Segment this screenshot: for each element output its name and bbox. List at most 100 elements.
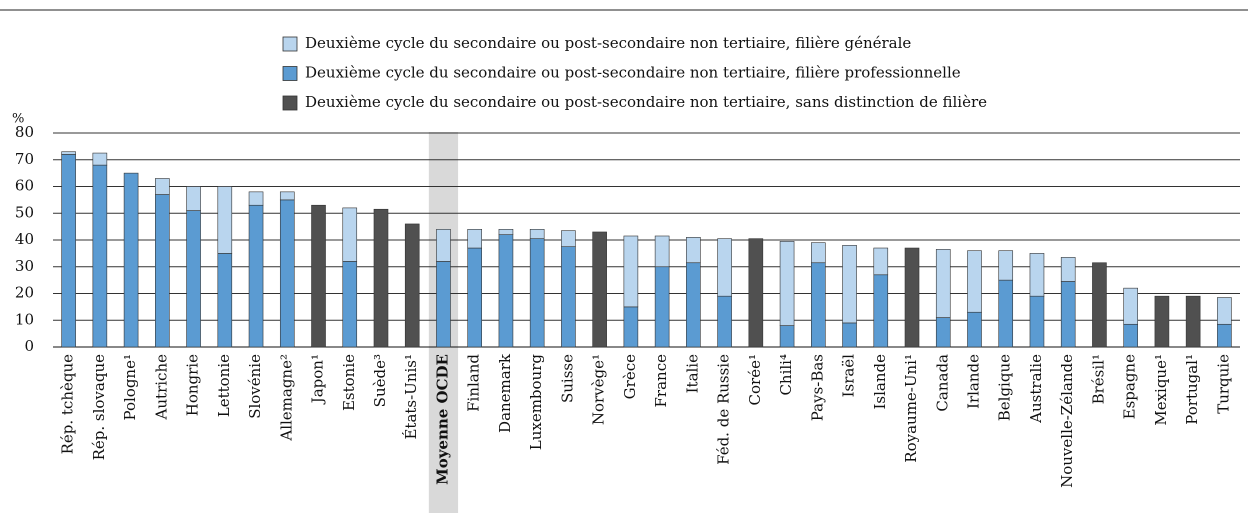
bar-segment bbox=[436, 229, 451, 262]
bar-segment bbox=[811, 262, 826, 348]
bar-segment bbox=[904, 247, 920, 348]
x-tick-label: Portugal¹ bbox=[1183, 354, 1201, 425]
x-tick-label: Suisse bbox=[558, 354, 576, 403]
bar-segment bbox=[561, 230, 576, 247]
bar-segment bbox=[217, 253, 233, 348]
bar-segment bbox=[248, 204, 264, 348]
bar-segment bbox=[404, 223, 420, 348]
x-tick-label: Rép. slovaque bbox=[90, 354, 108, 461]
x-tick-label: Luxembourg bbox=[527, 354, 545, 451]
bar-segment bbox=[342, 207, 358, 262]
x-tick-label: Islande bbox=[871, 354, 889, 410]
bar-segment bbox=[967, 250, 982, 313]
bar-segment bbox=[623, 235, 639, 308]
bar-segment bbox=[873, 274, 889, 348]
bar-segment bbox=[561, 246, 576, 348]
x-tick-label: Danemark bbox=[496, 353, 514, 433]
y-tick-label: 70 bbox=[15, 150, 34, 168]
legend-label: Deuxième cycle du secondaire ou post-sec… bbox=[305, 34, 911, 52]
x-tick-label: Belgique bbox=[996, 354, 1014, 421]
x-tick-label: Turquie bbox=[1214, 354, 1232, 414]
x-tick-label: Grèce bbox=[621, 354, 639, 399]
bar-segment bbox=[1060, 257, 1076, 282]
legend-label: Deuxième cycle du secondaire ou post-sec… bbox=[305, 64, 961, 82]
bar-segment bbox=[1217, 323, 1232, 348]
x-tick-label: Nouvelle-Zélande bbox=[1058, 354, 1076, 488]
y-tick-label: 20 bbox=[15, 284, 34, 302]
bar-segment bbox=[186, 186, 201, 211]
bar-segment bbox=[592, 231, 607, 348]
bar-segment bbox=[1092, 262, 1107, 348]
x-tick-label: États-Unis¹ bbox=[402, 354, 420, 440]
legend-label: Deuxième cycle du secondaire ou post-sec… bbox=[305, 93, 987, 111]
bar-segment bbox=[1029, 253, 1045, 297]
bar-segment bbox=[1185, 295, 1201, 348]
bar-segment bbox=[654, 235, 670, 268]
bar-segment bbox=[748, 238, 764, 348]
x-tick-label: Hongrie bbox=[184, 354, 202, 416]
bar-segment bbox=[998, 279, 1014, 348]
y-tick-label: 50 bbox=[15, 203, 34, 221]
bar-segment bbox=[217, 186, 233, 254]
bar-segment bbox=[529, 238, 545, 348]
bar-segment bbox=[779, 241, 795, 326]
bar-segment bbox=[686, 237, 701, 264]
bar-segment bbox=[1154, 295, 1170, 348]
x-tick-label: Brésil¹ bbox=[1089, 354, 1107, 404]
bar-segment bbox=[92, 164, 108, 348]
x-tick-label: Mexique¹ bbox=[1152, 354, 1170, 426]
bar-segment bbox=[842, 245, 857, 324]
y-tick-label: 10 bbox=[15, 310, 34, 328]
x-tick-label: Estonie bbox=[340, 354, 358, 411]
bar-segment bbox=[1123, 323, 1138, 348]
x-tick-label: Féd. de Russie bbox=[715, 354, 733, 465]
bar-segment bbox=[279, 191, 295, 201]
bar-segment bbox=[717, 295, 732, 348]
y-axis-label: % bbox=[12, 112, 24, 127]
bar-segment bbox=[123, 172, 139, 348]
x-tick-label: Royaume-Uni¹ bbox=[902, 354, 920, 463]
bar-segment bbox=[1217, 297, 1232, 325]
bar-segment bbox=[248, 191, 264, 206]
x-tick-label: Chili⁴ bbox=[777, 354, 795, 396]
bar-segment bbox=[155, 178, 170, 195]
bar-segment bbox=[155, 194, 170, 348]
x-tick-label: Pays-Bas bbox=[808, 354, 826, 421]
y-tick-label: 80 bbox=[15, 123, 34, 141]
x-tick-label: Irlande bbox=[964, 354, 982, 409]
x-tick-label: Rép. tchèque bbox=[59, 354, 77, 455]
bar-segment bbox=[1060, 281, 1076, 348]
x-tick-label: Israël bbox=[840, 354, 858, 398]
y-tick-label: 0 bbox=[24, 337, 34, 355]
legend-swatch bbox=[282, 66, 298, 81]
bar-segment bbox=[842, 322, 857, 348]
x-tick-label: Allemagne² bbox=[277, 354, 295, 442]
bar-segment bbox=[811, 242, 826, 264]
x-tick-label: Suède³ bbox=[371, 354, 389, 407]
bar-segment bbox=[467, 247, 482, 348]
legend-swatch bbox=[282, 95, 298, 111]
x-tick-label: Finland bbox=[465, 354, 483, 412]
x-tick-label: Japon¹ bbox=[309, 354, 327, 405]
bar-segment bbox=[1029, 295, 1045, 348]
y-tick-label: 60 bbox=[15, 177, 34, 195]
bar-segment bbox=[61, 151, 76, 155]
bar-segment bbox=[498, 234, 514, 348]
x-tick-label: Corée¹ bbox=[746, 354, 764, 405]
bar-segment bbox=[935, 249, 951, 318]
bar-segment bbox=[373, 208, 389, 348]
x-tick-label: Espagne bbox=[1121, 354, 1139, 419]
bar-segment bbox=[779, 325, 795, 348]
bar-segment bbox=[498, 229, 514, 235]
x-tick-label: Lettonie bbox=[215, 354, 233, 417]
y-tick-label: 30 bbox=[15, 257, 34, 275]
bar-segment bbox=[342, 261, 358, 348]
x-tick-label: France bbox=[652, 354, 670, 408]
x-tick-label: Pologne¹ bbox=[121, 354, 139, 421]
legend-swatch bbox=[282, 36, 298, 52]
x-tick-label: Canada bbox=[933, 354, 951, 412]
bar-segment bbox=[623, 306, 639, 348]
x-tick-label: Norvège¹ bbox=[590, 354, 608, 425]
bar-segment bbox=[436, 261, 451, 348]
